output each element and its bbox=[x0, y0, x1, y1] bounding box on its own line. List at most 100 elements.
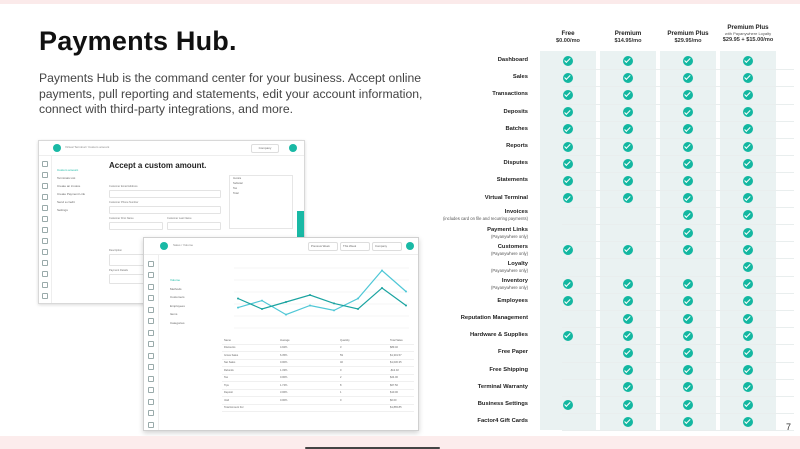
feature-name: Reputation Management bbox=[460, 315, 528, 321]
check-icon bbox=[563, 124, 573, 135]
table-cell: 8 bbox=[340, 383, 342, 387]
topbar: Sales / Volume Previous Week This Week C… bbox=[144, 238, 418, 255]
table-cell: Total Sales bbox=[390, 338, 403, 342]
check-icon bbox=[563, 107, 573, 118]
table-cell: $0.00 bbox=[390, 398, 397, 402]
divider-line bbox=[562, 395, 794, 397]
terminal-icon bbox=[42, 249, 48, 255]
divider-line bbox=[562, 275, 794, 277]
check-icon bbox=[683, 141, 693, 152]
check-icon bbox=[563, 158, 573, 169]
table-cell: 3.06% bbox=[280, 391, 288, 394]
check-icon bbox=[743, 399, 753, 410]
divider-line bbox=[562, 361, 794, 363]
feature-label: Sales bbox=[513, 74, 528, 81]
table-row: Tax 0.00% 2 $24.00 bbox=[222, 375, 414, 382]
nav-item: Terminals List bbox=[57, 176, 76, 180]
check-icon bbox=[683, 124, 693, 135]
feature-note: (includes card on file and recurring pay… bbox=[443, 216, 528, 222]
statements-icon bbox=[42, 238, 48, 244]
feature-label: Reputation Management bbox=[461, 315, 528, 322]
table-header: Name Average Quantity Total Sales bbox=[222, 337, 414, 345]
table-row: Gross Sales 6.35% 59 $1,301.57 bbox=[222, 352, 414, 360]
nav-item: Send a credit bbox=[57, 200, 75, 204]
divider-line bbox=[562, 327, 794, 329]
check-icon bbox=[743, 141, 753, 152]
check-icon bbox=[683, 227, 693, 238]
check-icon bbox=[743, 279, 753, 290]
feature-name: Customers bbox=[497, 243, 528, 250]
check-icon bbox=[623, 72, 633, 83]
plan-subtitle: with Payanywhere Loyalty bbox=[724, 31, 772, 36]
feature-name: Transactions bbox=[492, 91, 528, 98]
batches-icon bbox=[42, 205, 48, 211]
table-cell: 6.35% bbox=[280, 353, 288, 357]
check-icon bbox=[563, 72, 573, 83]
employees-icon bbox=[42, 293, 48, 299]
data-point bbox=[237, 297, 239, 300]
customers-icon bbox=[148, 375, 154, 382]
data-point bbox=[237, 306, 239, 309]
reports-icon bbox=[42, 216, 48, 222]
feature-name: Free Paper bbox=[498, 349, 528, 356]
table-cell: 2 bbox=[340, 376, 342, 379]
terminal-heading: Accept a custom amount. bbox=[109, 161, 207, 170]
check-icon bbox=[743, 416, 753, 427]
feature-label: Employees bbox=[497, 298, 528, 305]
feature-name: Factor4 Gift Cards bbox=[477, 418, 528, 425]
avatar bbox=[406, 242, 414, 250]
first-name-field bbox=[109, 222, 163, 230]
check-icon bbox=[623, 107, 633, 118]
data-point bbox=[309, 294, 311, 296]
feature-label: Reports bbox=[506, 143, 528, 150]
field-label: Customer Phone Number bbox=[109, 201, 139, 204]
divider-line bbox=[562, 378, 794, 380]
feature-name: Deposits bbox=[503, 108, 528, 115]
check-icon bbox=[683, 244, 693, 255]
check-icon bbox=[623, 124, 633, 135]
check-icon bbox=[683, 313, 693, 324]
check-icon bbox=[563, 330, 573, 341]
nav-item: Items bbox=[170, 312, 178, 316]
feature-name: Invoices bbox=[504, 209, 528, 216]
table-row: Refunds 1.33% 0 -$12.02 bbox=[222, 367, 414, 375]
check-icon bbox=[683, 399, 693, 410]
feature-name: Free Shipping bbox=[489, 366, 528, 373]
check-icon bbox=[743, 124, 753, 135]
table-cell: 40 bbox=[340, 361, 343, 364]
divider-line bbox=[562, 344, 794, 346]
table-cell: 59 bbox=[340, 353, 343, 357]
check-icon bbox=[743, 347, 753, 358]
divider-line bbox=[562, 155, 794, 157]
divider-line bbox=[562, 69, 794, 71]
data-point bbox=[381, 287, 383, 289]
feature-label: Invoices (includes card on file and recur… bbox=[443, 209, 528, 221]
series-a-line bbox=[237, 269, 407, 316]
logo-icon bbox=[53, 144, 61, 152]
table-cell: Tips bbox=[224, 383, 229, 387]
sales-icon bbox=[148, 272, 154, 278]
feature-name: Loyalty bbox=[507, 260, 528, 267]
order-summary: Invoice Subtotal Tax Total bbox=[229, 175, 293, 229]
volume-table: Name Average Quantity Total Sales Discounts 4… bbox=[222, 337, 414, 412]
deposits-icon bbox=[42, 194, 48, 200]
slide-description: Payments Hub is the command center for y… bbox=[39, 71, 423, 116]
check-icon bbox=[683, 382, 693, 393]
feature-label: Factor4 Gift Cards bbox=[477, 418, 528, 425]
feature-name: Payment Links bbox=[487, 226, 528, 233]
table-cell: -$12.02 bbox=[390, 368, 399, 372]
table-cell: Refunds bbox=[224, 368, 234, 372]
feature-name: Dashboard bbox=[497, 57, 528, 63]
field-label: Customer Email Address bbox=[109, 185, 138, 188]
top-accent-band bbox=[0, 0, 800, 4]
invoice-icon bbox=[148, 364, 154, 370]
check-icon bbox=[563, 175, 573, 186]
home-icon bbox=[42, 161, 48, 167]
check-icon bbox=[623, 296, 633, 307]
last-name-field bbox=[167, 222, 221, 230]
nav-item: Create an invoice bbox=[57, 184, 81, 188]
feature-label: Payment Links (Payanywhere only) bbox=[487, 227, 528, 239]
plan-price: $14.95/mo bbox=[614, 38, 642, 44]
feature-name: Business Settings bbox=[477, 401, 528, 407]
feature-label: Free Shipping bbox=[489, 367, 528, 374]
